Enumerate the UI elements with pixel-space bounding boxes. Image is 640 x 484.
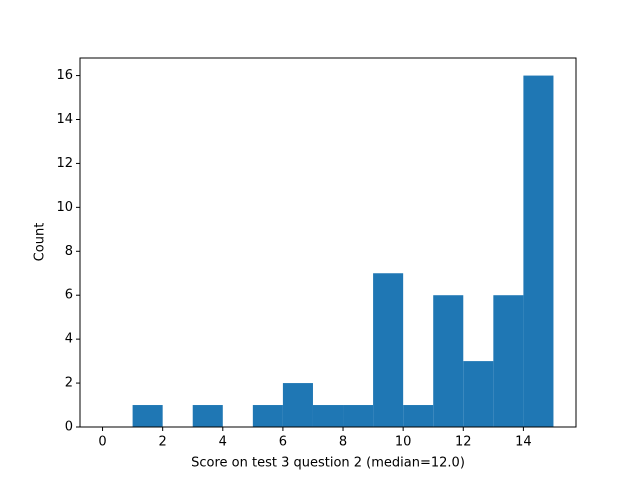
y-tick-label: 6 [65,288,73,303]
bar [373,273,404,427]
bar [282,383,313,427]
bar [132,405,163,427]
y-tick-label: 8 [65,244,73,259]
bar [252,405,283,427]
x-tick-label: 0 [98,435,106,450]
bar [523,75,554,428]
y-tick-label: 14 [56,112,73,127]
bar [493,295,524,427]
x-axis-label: Score on test 3 question 2 (median=12.0) [191,456,465,471]
x-tick-label: 4 [219,435,227,450]
y-tick-label: 16 [56,68,73,83]
y-tick-label: 0 [65,420,73,435]
x-tick-label: 2 [159,435,167,450]
x-tick-label: 12 [455,435,472,450]
y-tick-label: 12 [56,156,73,171]
x-tick-label: 10 [395,435,412,450]
bar [312,405,344,427]
y-tick-label: 10 [56,200,73,215]
bar [433,295,464,427]
x-tick-label: 14 [515,435,532,450]
bar [403,405,434,427]
x-tick-label: 6 [279,435,287,450]
y-axis-label: Count [33,223,48,262]
plot-frame [79,57,577,428]
x-tick-label: 8 [339,435,347,450]
bar [192,405,223,427]
y-tick-label: 2 [65,376,73,391]
y-tick-label: 4 [65,332,73,347]
bar [463,361,494,427]
bar [343,405,374,427]
